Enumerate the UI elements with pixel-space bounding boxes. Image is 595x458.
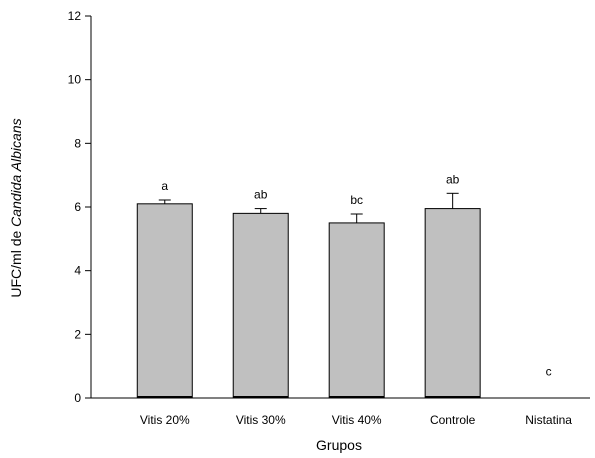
y-tick-label: 8 <box>74 136 81 150</box>
x-tick-label: Vitis 40% <box>332 413 382 427</box>
y-tick-label: 4 <box>74 264 81 278</box>
bars-group <box>136 203 481 399</box>
bar <box>232 212 289 399</box>
significance-label: a <box>161 179 168 193</box>
y-tick-label: 2 <box>74 327 81 341</box>
significance-label: c <box>546 365 552 379</box>
bar <box>328 222 385 399</box>
x-axis-title: Grupos <box>316 437 362 453</box>
bar <box>424 208 481 399</box>
y-tick-label: 0 <box>74 391 81 405</box>
y-tick-label: 10 <box>68 73 82 87</box>
significance-label: bc <box>350 193 363 207</box>
error-bars-group <box>158 192 459 223</box>
significance-labels-group: a ab bc ab c <box>161 172 551 378</box>
y-axis-title: UFC/ml de Candida Albicans <box>8 118 24 297</box>
significance-label: ab <box>446 172 460 186</box>
y-axis-title-italic: Candida Albicans <box>8 118 24 226</box>
x-tick-label: Vitis 30% <box>236 413 286 427</box>
y-tick-label: 6 <box>74 200 81 214</box>
x-ticks-group: Vitis 20% Vitis 30% Vitis 40% Controle Nista… <box>140 413 572 427</box>
x-tick-label: Controle <box>430 413 476 427</box>
x-tick-label: Vitis 20% <box>140 413 190 427</box>
y-tick-label: 12 <box>68 9 82 23</box>
significance-label: ab <box>254 188 268 202</box>
bar <box>136 203 193 399</box>
x-tick-label: Nistatina <box>525 413 572 427</box>
y-ticks-group: 0 2 4 6 8 10 12 <box>68 9 91 405</box>
y-axis-title-prefix: UFC/ml de <box>8 227 24 298</box>
